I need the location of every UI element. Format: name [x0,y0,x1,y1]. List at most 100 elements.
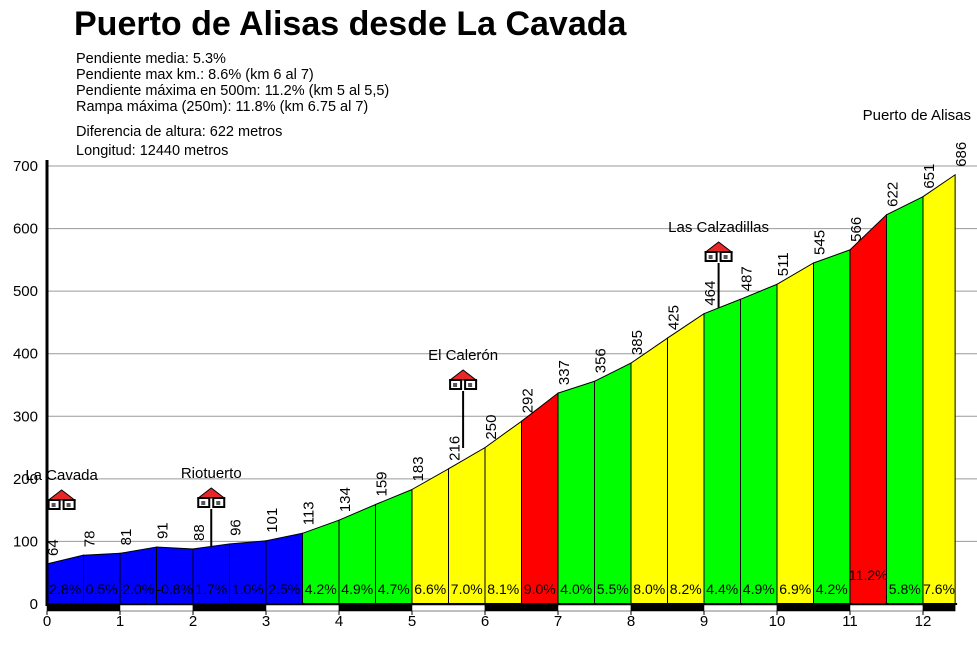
grade-label-3: -0.8% [156,581,193,597]
stat-max-ramp: Rampa máxima (250m): 11.8% (km 6.75 al 7… [76,99,368,115]
elevation-label-23: 622 [885,182,902,207]
village-roof [448,369,478,381]
grade-label-22: 11.2% [849,567,888,583]
grade-label-11: 7.0% [451,581,483,597]
elevation-label-17: 425 [666,305,683,330]
km-band-0 [46,604,121,612]
elevation-label-14: 337 [556,360,573,385]
elevation-label-18: 464 [702,281,719,306]
elevation-label-22: 566 [848,217,865,242]
stat-length: Longitud: 12440 metros [76,143,228,159]
elevation-label-7: 113 [301,501,318,525]
km-band-7 [557,604,632,612]
km-band-10 [776,604,851,612]
village-icon [704,241,734,262]
elevation-label-6: 101 [264,508,281,533]
y-tick-label-400: 400 [13,346,38,363]
x-tick-label-9: 9 [700,613,708,630]
elevation-label-10: 183 [410,456,427,481]
y-tick-label-200: 200 [13,471,38,488]
grade-label-24: 7.6% [923,581,955,597]
place-label-2: El Calerón [428,347,498,364]
elevation-label-1: 78 [82,531,99,548]
gradient-segment-17 [667,312,705,605]
grade-label-1: 0.5% [86,581,118,597]
village-icon [47,489,77,510]
gradient-segment-12 [484,420,522,605]
gradient-segment-18 [703,298,741,605]
x-tick-label-3: 3 [262,613,270,630]
village-icon [448,369,478,390]
y-tick-label-100: 100 [13,533,38,550]
axes [45,160,958,612]
gradient-segment-22 [849,213,887,605]
grade-label-10: 6.6% [414,581,446,597]
x-tick-label-7: 7 [554,613,562,630]
village-window-left [453,383,458,387]
chart-title: Puerto de Alisas desde La Cavada [74,5,627,43]
y-tick-label-300: 300 [13,408,38,425]
village-window-right [723,255,728,259]
gradient-segment-19 [740,283,778,605]
grade-label-19: 4.9% [743,581,775,597]
grade-label-14: 4.0% [560,581,592,597]
gradient-segment-20 [776,262,814,605]
y-tick-label-500: 500 [13,283,38,300]
grade-label-17: 8.2% [670,581,702,597]
grade-label-16: 8.0% [633,581,665,597]
grade-label-6: 2.5% [268,581,300,597]
gradient-segment-24 [922,173,956,605]
elevation-label-3: 91 [155,522,172,539]
x-tick-label-1: 1 [116,613,124,630]
village-window-right [468,383,473,387]
elevation-label-19: 487 [739,266,756,291]
village-window-right [66,503,71,507]
y-tick-label-600: 600 [13,221,38,238]
grade-label-4: 1.7% [195,581,227,597]
gradient-segment-23 [886,195,924,605]
village-roof [196,487,226,499]
elevation-label-5: 96 [228,519,245,536]
elevation-label-25: 686 [953,142,970,167]
km-band-1 [119,604,194,612]
gradient-segment-21 [813,249,851,605]
elevation-label-12: 250 [483,415,500,440]
km-band-4 [338,604,413,612]
km-band-12 [922,604,956,612]
x-tick-label-5: 5 [408,613,416,630]
x-tick-label-6: 6 [481,613,489,630]
stats-block: Pendiente media: 5.3% Pendiente max km.:… [76,51,389,159]
x-tick-label-12: 12 [915,613,932,630]
grade-label-21: 4.2% [816,581,848,597]
x-tick-label-4: 4 [335,613,343,630]
place-label-4: Puerto de Alisas [863,107,971,124]
km-band-5 [411,604,486,612]
grade-label-18: 4.4% [706,581,738,597]
grade-label-20: 6.9% [779,581,811,597]
km-band-6 [484,604,559,612]
grade-label-8: 4.9% [341,581,373,597]
y-tick-label-700: 700 [13,158,38,175]
x-axis-ticks: 0 1 2 3 4 5 6 7 8 9 10 11 12 [43,611,932,630]
village-icon [196,487,226,508]
grade-label-23: 5.8% [889,581,921,597]
gridlines [47,165,977,542]
elevation-label-20: 511 [775,252,792,276]
village-window-left [51,503,56,507]
elevation-label-13: 292 [520,388,537,413]
elevation-label-16: 385 [629,330,646,355]
gradient-segment-14 [557,380,595,605]
village-roof [47,489,77,501]
village-roof [704,241,734,253]
place-label-0: La Cavada [25,467,98,484]
place-label-1: Riotuerto [181,465,242,482]
x-tick-label-8: 8 [627,613,635,630]
y-tick-label-0: 0 [30,596,38,613]
grade-label-0: 2.8% [49,581,81,597]
km-band-11 [849,604,924,612]
village-window-left [201,501,206,505]
grade-label-2: 2.0% [122,581,154,597]
elevation-label-21: 545 [812,230,829,255]
elevation-label-11: 216 [447,436,464,461]
